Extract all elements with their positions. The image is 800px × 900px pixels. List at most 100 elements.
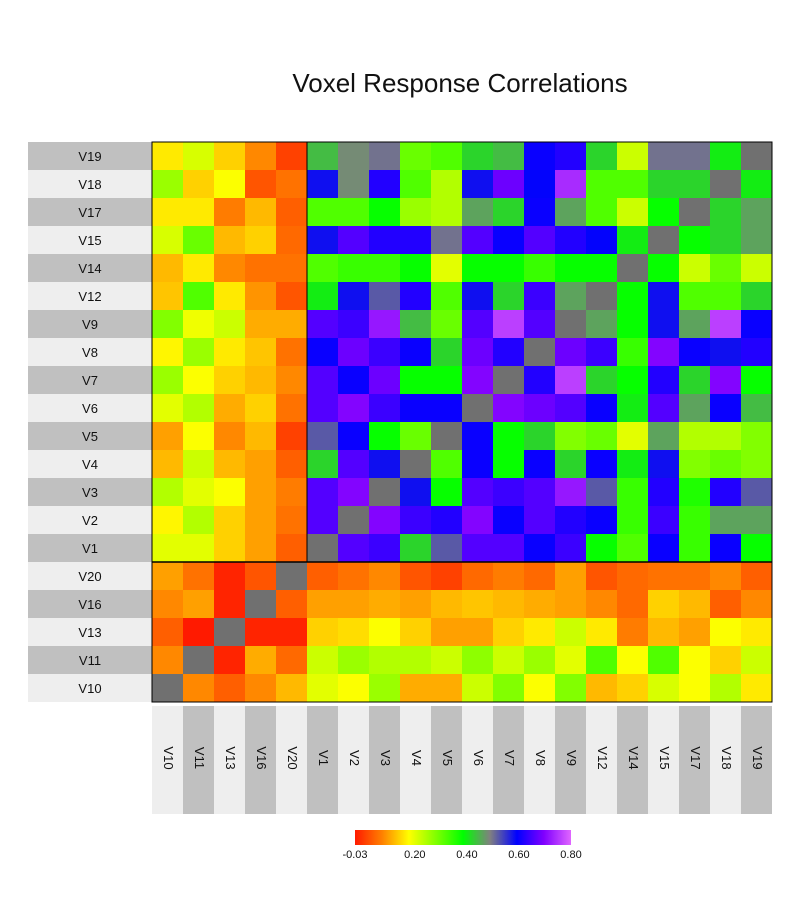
- heatmap-cell: [400, 646, 432, 675]
- heatmap-cell: [183, 170, 215, 199]
- heatmap-cell: [152, 646, 184, 675]
- heatmap-cell: [245, 506, 277, 535]
- heatmap-cell: [152, 534, 184, 563]
- heatmap-cell: [710, 646, 742, 675]
- heatmap-cell: [276, 674, 308, 703]
- heatmap-cell: [493, 646, 525, 675]
- color-legend: -0.03 0.20 0.40 0.60 0.80: [342, 830, 582, 861]
- heatmap-cell: [586, 254, 618, 283]
- heatmap-cell: [400, 450, 432, 479]
- heatmap-cell: [369, 338, 401, 367]
- heatmap-cell: [741, 142, 773, 171]
- heatmap-cell: [524, 310, 556, 339]
- heatmap-cell: [524, 562, 556, 591]
- heatmap-cell: [183, 450, 215, 479]
- heatmap-cell: [245, 394, 277, 423]
- heatmap-cell: [524, 198, 556, 227]
- heatmap-cell: [493, 310, 525, 339]
- heatmap-cell: [710, 198, 742, 227]
- row-label-band: [28, 422, 152, 450]
- heatmap-cell: [152, 450, 184, 479]
- heatmap-cell: [741, 450, 773, 479]
- heatmap-cell: [152, 562, 184, 591]
- heatmap-cell: [586, 282, 618, 311]
- row-label: V10: [78, 681, 101, 696]
- heatmap-cell: [741, 254, 773, 283]
- heatmap-cell: [524, 338, 556, 367]
- heatmap-cell: [369, 282, 401, 311]
- heatmap-cell: [183, 338, 215, 367]
- heatmap-cell: [710, 590, 742, 619]
- heatmap-border: [151, 141, 773, 703]
- heatmap-cell: [648, 618, 680, 647]
- heatmap-cell: [679, 534, 711, 563]
- heatmap-cell: [462, 226, 494, 255]
- heatmap-cell: [524, 618, 556, 647]
- heatmap-cell: [741, 506, 773, 535]
- heatmap-cell: [710, 478, 742, 507]
- heatmap-cell: [586, 422, 618, 451]
- row-label: V20: [78, 569, 101, 584]
- column-label: V14: [626, 746, 641, 769]
- heatmap-cell: [586, 226, 618, 255]
- heatmap-cell: [617, 506, 649, 535]
- row-label: V3: [82, 485, 98, 500]
- heatmap-cell: [183, 198, 215, 227]
- heatmap-cell: [400, 366, 432, 395]
- heatmap-cell: [524, 282, 556, 311]
- heatmap-cell: [648, 590, 680, 619]
- heatmap-cell: [555, 226, 587, 255]
- heatmap-cell: [679, 142, 711, 171]
- heatmap-cell: [648, 534, 680, 563]
- heatmap-cell: [710, 534, 742, 563]
- heatmap-cell: [741, 646, 773, 675]
- heatmap-cell: [338, 226, 370, 255]
- heatmap-cell: [431, 506, 463, 535]
- heatmap-cell: [462, 198, 494, 227]
- heatmap-cell: [431, 198, 463, 227]
- heatmap-cell: [493, 226, 525, 255]
- heatmap-cell: [245, 142, 277, 171]
- heatmap-cell: [741, 394, 773, 423]
- heatmap-cell: [710, 254, 742, 283]
- heatmap-cell: [431, 338, 463, 367]
- heatmap-cell: [617, 590, 649, 619]
- heatmap-cell: [276, 170, 308, 199]
- heatmap-cell: [369, 310, 401, 339]
- column-label-band: [493, 706, 524, 814]
- heatmap-cells: [152, 142, 773, 703]
- heatmap-cell: [214, 422, 246, 451]
- heatmap-cell: [679, 590, 711, 619]
- heatmap-cell: [617, 478, 649, 507]
- colorbar-gradient: [355, 830, 571, 845]
- heatmap-cell: [586, 310, 618, 339]
- column-label-band: [214, 706, 245, 814]
- heatmap-cell: [183, 310, 215, 339]
- column-label-band: [524, 706, 555, 814]
- column-label: V1: [316, 750, 331, 766]
- row-label: V9: [82, 317, 98, 332]
- cluster-dividers: [151, 141, 773, 703]
- row-label-band: [28, 506, 152, 534]
- heatmap-cell: [183, 422, 215, 451]
- heatmap-cell: [648, 478, 680, 507]
- heatmap-cell: [152, 618, 184, 647]
- heatmap-cell: [431, 226, 463, 255]
- heatmap-cell: [276, 450, 308, 479]
- heatmap-cell: [214, 338, 246, 367]
- heatmap-cell: [493, 590, 525, 619]
- heatmap-cell: [183, 590, 215, 619]
- heatmap-cell: [245, 338, 277, 367]
- column-label: V20: [285, 746, 300, 769]
- column-label: V8: [533, 750, 548, 766]
- heatmap-cell: [431, 422, 463, 451]
- heatmap-cell: [617, 562, 649, 591]
- row-label-band: [28, 366, 152, 394]
- heatmap-cell: [493, 366, 525, 395]
- heatmap-cell: [524, 142, 556, 171]
- heatmap-cell: [431, 618, 463, 647]
- heatmap-cell: [555, 394, 587, 423]
- heatmap-cell: [214, 646, 246, 675]
- heatmap-cell: [307, 646, 339, 675]
- row-label: V5: [82, 429, 98, 444]
